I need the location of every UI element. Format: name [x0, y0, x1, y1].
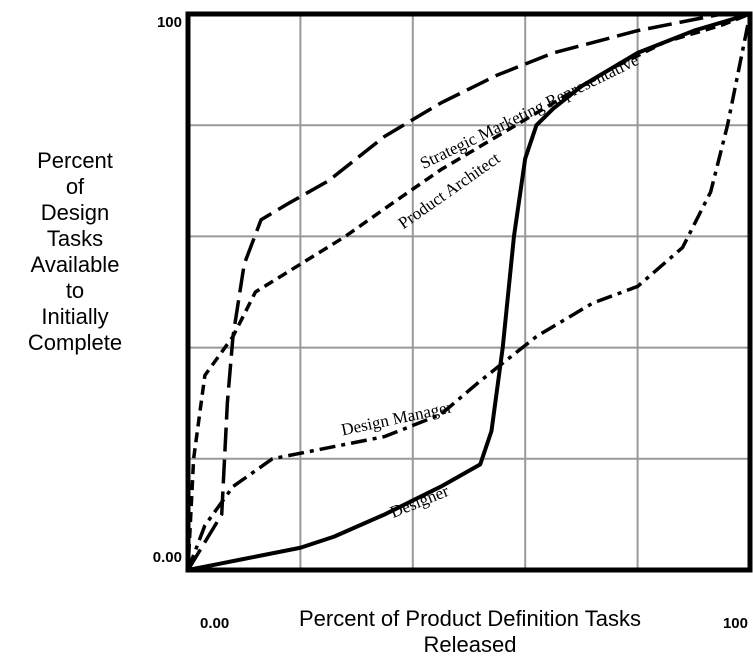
x-tick-label: 0.00 [200, 615, 229, 632]
series-label: Strategic Marketing Representative [417, 50, 642, 173]
y-axis-title: Percent of Design Tasks Available to Ini… [27, 148, 123, 355]
y-tick-label: 0.00 [153, 549, 182, 566]
plot-frame [185, 11, 753, 573]
series-line [186, 12, 751, 571]
series-line [187, 12, 751, 572]
series-line [186, 12, 750, 571]
x-axis-title: Percent of Product Definition Tasks Rele… [299, 606, 641, 657]
y-tick-label: 100 [157, 14, 182, 31]
series-label: Designer [387, 481, 451, 522]
x-tick-label: 100 [723, 615, 748, 632]
series-line [186, 13, 752, 571]
